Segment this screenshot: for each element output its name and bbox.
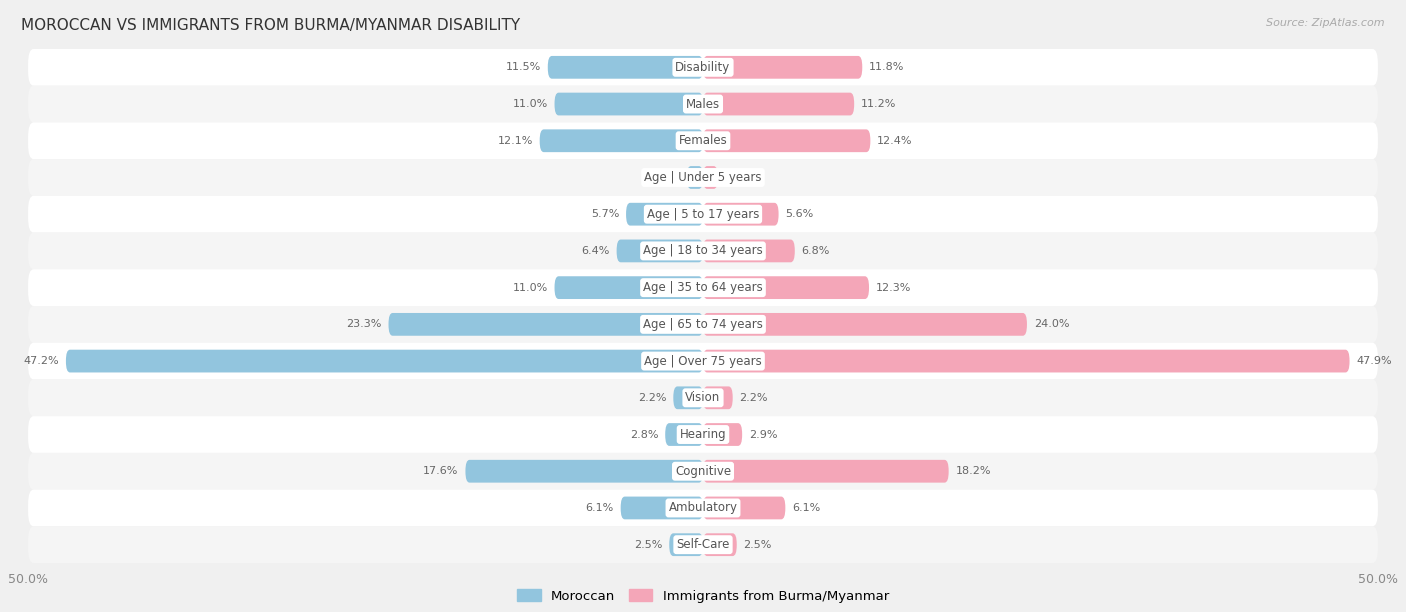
FancyBboxPatch shape	[28, 343, 1378, 379]
Text: 2.2%: 2.2%	[740, 393, 768, 403]
Text: 47.2%: 47.2%	[24, 356, 59, 366]
FancyBboxPatch shape	[540, 129, 703, 152]
Text: 11.0%: 11.0%	[513, 99, 548, 109]
Text: 5.6%: 5.6%	[786, 209, 814, 219]
FancyBboxPatch shape	[28, 269, 1378, 306]
Text: Source: ZipAtlas.com: Source: ZipAtlas.com	[1267, 18, 1385, 28]
Text: 6.4%: 6.4%	[582, 246, 610, 256]
FancyBboxPatch shape	[28, 86, 1378, 122]
FancyBboxPatch shape	[669, 533, 703, 556]
Text: 24.0%: 24.0%	[1033, 319, 1069, 329]
FancyBboxPatch shape	[703, 166, 718, 189]
FancyBboxPatch shape	[28, 159, 1378, 196]
Text: Age | 18 to 34 years: Age | 18 to 34 years	[643, 244, 763, 258]
Text: 11.5%: 11.5%	[506, 62, 541, 72]
FancyBboxPatch shape	[626, 203, 703, 226]
FancyBboxPatch shape	[686, 166, 703, 189]
Text: 2.5%: 2.5%	[634, 540, 662, 550]
Text: 1.2%: 1.2%	[651, 173, 681, 182]
Text: Age | Over 75 years: Age | Over 75 years	[644, 354, 762, 368]
Text: 2.8%: 2.8%	[630, 430, 658, 439]
FancyBboxPatch shape	[703, 56, 862, 79]
Text: Cognitive: Cognitive	[675, 465, 731, 478]
Text: 23.3%: 23.3%	[346, 319, 382, 329]
Text: Self-Care: Self-Care	[676, 538, 730, 551]
Text: 11.2%: 11.2%	[860, 99, 896, 109]
Text: 17.6%: 17.6%	[423, 466, 458, 476]
Legend: Moroccan, Immigrants from Burma/Myanmar: Moroccan, Immigrants from Burma/Myanmar	[512, 584, 894, 608]
Text: 6.1%: 6.1%	[792, 503, 820, 513]
FancyBboxPatch shape	[703, 276, 869, 299]
Text: 11.0%: 11.0%	[513, 283, 548, 293]
Text: Disability: Disability	[675, 61, 731, 74]
FancyBboxPatch shape	[703, 313, 1026, 336]
Text: 47.9%: 47.9%	[1357, 356, 1392, 366]
FancyBboxPatch shape	[28, 196, 1378, 233]
FancyBboxPatch shape	[28, 526, 1378, 563]
Text: 12.3%: 12.3%	[876, 283, 911, 293]
Text: Females: Females	[679, 134, 727, 147]
Text: 18.2%: 18.2%	[956, 466, 991, 476]
FancyBboxPatch shape	[554, 276, 703, 299]
Text: 12.1%: 12.1%	[498, 136, 533, 146]
Text: 5.7%: 5.7%	[591, 209, 619, 219]
FancyBboxPatch shape	[617, 239, 703, 263]
FancyBboxPatch shape	[28, 453, 1378, 490]
FancyBboxPatch shape	[66, 349, 703, 373]
Text: Males: Males	[686, 97, 720, 111]
FancyBboxPatch shape	[28, 233, 1378, 269]
FancyBboxPatch shape	[703, 92, 855, 116]
FancyBboxPatch shape	[28, 306, 1378, 343]
FancyBboxPatch shape	[28, 379, 1378, 416]
FancyBboxPatch shape	[388, 313, 703, 336]
FancyBboxPatch shape	[703, 496, 786, 520]
Text: Age | 35 to 64 years: Age | 35 to 64 years	[643, 281, 763, 294]
FancyBboxPatch shape	[28, 490, 1378, 526]
FancyBboxPatch shape	[703, 423, 742, 446]
FancyBboxPatch shape	[548, 56, 703, 79]
FancyBboxPatch shape	[665, 423, 703, 446]
FancyBboxPatch shape	[703, 203, 779, 226]
Text: Age | 5 to 17 years: Age | 5 to 17 years	[647, 207, 759, 221]
Text: 11.8%: 11.8%	[869, 62, 904, 72]
FancyBboxPatch shape	[703, 129, 870, 152]
FancyBboxPatch shape	[28, 122, 1378, 159]
FancyBboxPatch shape	[703, 349, 1350, 373]
FancyBboxPatch shape	[620, 496, 703, 520]
Text: 12.4%: 12.4%	[877, 136, 912, 146]
FancyBboxPatch shape	[554, 92, 703, 116]
Text: Hearing: Hearing	[679, 428, 727, 441]
FancyBboxPatch shape	[465, 460, 703, 483]
Text: 6.8%: 6.8%	[801, 246, 830, 256]
Text: Age | Under 5 years: Age | Under 5 years	[644, 171, 762, 184]
FancyBboxPatch shape	[28, 49, 1378, 86]
FancyBboxPatch shape	[28, 416, 1378, 453]
FancyBboxPatch shape	[703, 386, 733, 409]
Text: Age | 65 to 74 years: Age | 65 to 74 years	[643, 318, 763, 331]
FancyBboxPatch shape	[703, 533, 737, 556]
Text: Ambulatory: Ambulatory	[668, 501, 738, 515]
Text: Vision: Vision	[685, 391, 721, 405]
Text: 2.2%: 2.2%	[638, 393, 666, 403]
FancyBboxPatch shape	[673, 386, 703, 409]
FancyBboxPatch shape	[703, 239, 794, 263]
Text: MOROCCAN VS IMMIGRANTS FROM BURMA/MYANMAR DISABILITY: MOROCCAN VS IMMIGRANTS FROM BURMA/MYANMA…	[21, 18, 520, 34]
Text: 6.1%: 6.1%	[586, 503, 614, 513]
Text: 1.1%: 1.1%	[724, 173, 752, 182]
Text: 2.9%: 2.9%	[749, 430, 778, 439]
Text: 2.5%: 2.5%	[744, 540, 772, 550]
FancyBboxPatch shape	[703, 460, 949, 483]
